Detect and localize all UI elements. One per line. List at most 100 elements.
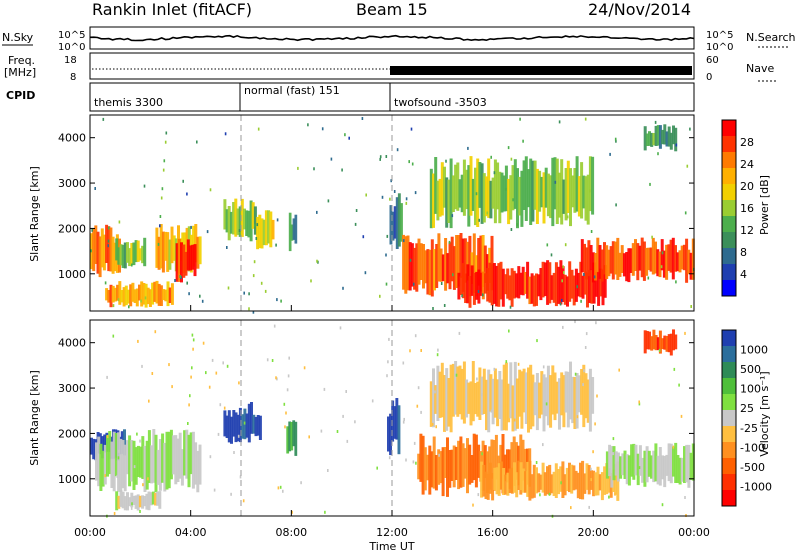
speckle-cell <box>112 334 115 338</box>
data-cell <box>288 421 292 452</box>
data-cell <box>110 441 114 488</box>
data-cell <box>103 434 107 453</box>
speckle-cell <box>130 506 133 510</box>
data-cell <box>450 236 454 282</box>
data-cell <box>599 268 603 297</box>
data-cell <box>510 268 514 307</box>
data-cell <box>493 368 497 418</box>
speckle-cell <box>445 159 447 163</box>
data-cell <box>496 162 500 210</box>
data-cell <box>264 210 268 246</box>
data-cell <box>531 160 535 222</box>
data-cell <box>141 436 145 479</box>
data-cell <box>638 445 642 476</box>
data-cell <box>99 443 103 491</box>
data-cell <box>674 127 678 152</box>
data-cell <box>459 436 463 488</box>
data-cell <box>559 260 563 305</box>
data-cell <box>238 206 242 237</box>
speckle-cell <box>614 137 617 141</box>
data-cell <box>546 365 550 426</box>
data-cell <box>452 445 456 488</box>
speckle-cell <box>638 400 640 404</box>
data-cell <box>511 165 515 211</box>
speckle-cell <box>117 449 120 453</box>
speckle-cell <box>255 237 258 240</box>
data-cell <box>669 132 673 150</box>
data-cell <box>642 241 646 281</box>
data-cell <box>288 212 292 252</box>
data-cell <box>538 382 542 419</box>
speckle-cell <box>608 495 610 499</box>
data-cell <box>477 238 481 286</box>
data-cell <box>586 379 590 423</box>
power-panel <box>89 114 695 314</box>
data-cell <box>443 447 447 478</box>
speckle-cell <box>432 307 434 310</box>
data-cell <box>630 444 634 477</box>
freq-panel-frame <box>89 52 695 80</box>
data-cell <box>622 253 626 277</box>
data-cell <box>561 461 565 498</box>
speckle-cell <box>416 404 419 408</box>
data-cell <box>514 442 518 480</box>
data-cell <box>169 429 173 480</box>
data-cell <box>515 273 519 298</box>
data-cell <box>632 443 636 480</box>
speckle-cell <box>388 337 390 341</box>
data-cell <box>121 244 125 268</box>
data-cell <box>527 169 530 208</box>
data-cell <box>123 242 127 269</box>
speckle-cell <box>201 299 204 303</box>
data-cell <box>537 274 541 297</box>
data-cell <box>393 206 397 239</box>
data-cell <box>603 265 607 298</box>
speckle-cell <box>208 385 211 389</box>
speckle-cell <box>287 374 290 378</box>
speckle-cell <box>341 168 343 172</box>
speckle-cell <box>252 310 255 314</box>
speckle-cell <box>614 492 616 496</box>
data-cell <box>158 439 162 491</box>
data-cell <box>680 457 684 482</box>
data-cell <box>156 449 160 485</box>
data-cell <box>542 374 546 432</box>
speckle-cell <box>139 510 141 513</box>
speckle-cell <box>300 481 302 485</box>
data-cell <box>459 276 463 295</box>
data-cell <box>168 287 172 303</box>
colorbar-segment <box>722 216 736 233</box>
data-cell <box>413 247 417 290</box>
data-cell <box>643 450 647 487</box>
speckle-cell <box>590 230 593 233</box>
speckle-cell <box>566 215 569 219</box>
data-cell <box>506 472 510 496</box>
data-cell <box>166 232 170 272</box>
speckle-cell <box>147 477 149 481</box>
y-tick-labels: 1000 2000 3000 4000 1000 2000 3000 4000 <box>58 132 694 486</box>
velocity-colorbar-label: Velocity [m s⁻¹] <box>758 371 771 456</box>
data-cell <box>528 276 532 305</box>
speckle-cell <box>342 414 344 418</box>
speckle-cell <box>689 127 691 131</box>
data-cell <box>157 283 161 306</box>
data-cell <box>658 125 662 149</box>
data-cell <box>120 290 124 303</box>
data-cell <box>136 494 140 511</box>
data-cell <box>106 435 109 477</box>
data-cell <box>479 272 483 296</box>
data-cell <box>167 431 171 489</box>
data-cell <box>138 284 141 301</box>
data-cell <box>516 168 519 229</box>
data-cell <box>572 275 576 306</box>
data-cell <box>252 414 256 434</box>
data-cell <box>468 444 472 485</box>
speckle-cell <box>364 271 367 275</box>
speckle-cell <box>279 485 282 489</box>
data-cell <box>533 382 537 416</box>
speckle-cell <box>205 371 207 375</box>
data-cell <box>568 261 572 302</box>
data-cell <box>528 460 532 501</box>
data-cell <box>583 271 587 295</box>
speckle-cell <box>136 432 138 436</box>
